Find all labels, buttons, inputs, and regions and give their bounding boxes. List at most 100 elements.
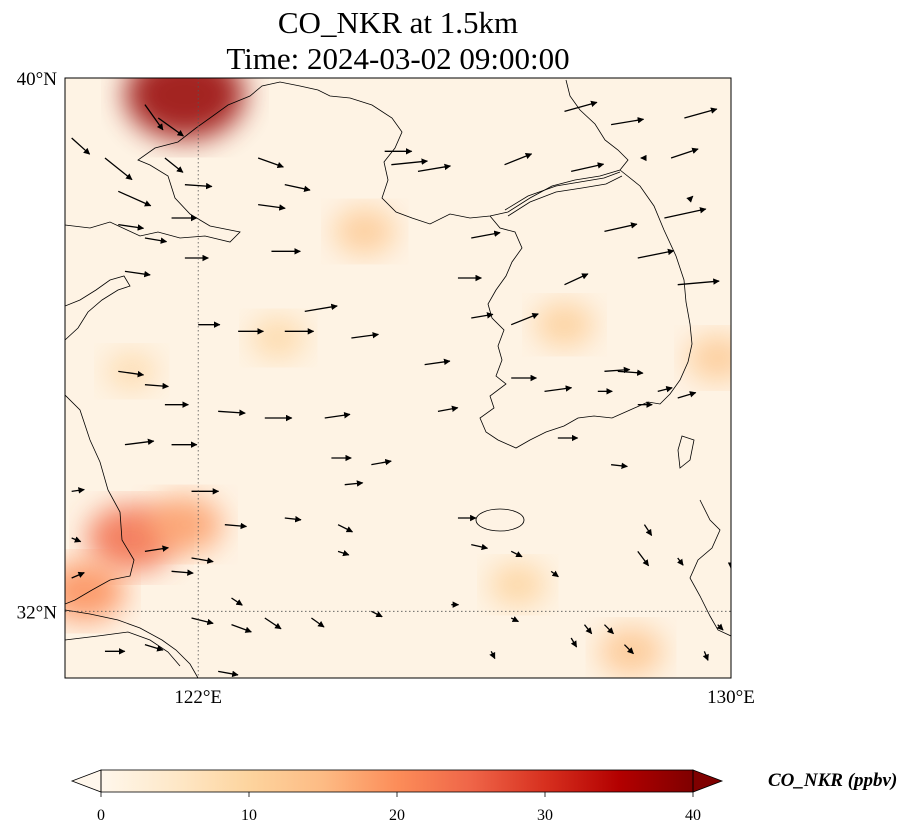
wind-arrow bbox=[284, 515, 302, 523]
co-hotspot bbox=[488, 562, 547, 607]
wind-arrow bbox=[617, 369, 644, 376]
wind-arrow bbox=[337, 550, 350, 557]
co-hotspot bbox=[147, 496, 223, 554]
wind-arrow bbox=[510, 313, 539, 326]
colorbar-extend-low bbox=[70, 769, 102, 793]
wind-arrow bbox=[337, 524, 354, 533]
wind-arrow bbox=[677, 278, 720, 286]
wind-arrow bbox=[716, 623, 724, 631]
wind-arrow bbox=[702, 651, 709, 661]
coastline-lake-bay-2 bbox=[507, 175, 623, 217]
colorbar-extend-high bbox=[692, 769, 724, 793]
lon-tick-label: 122°E bbox=[174, 687, 222, 708]
map-frame bbox=[64, 77, 732, 679]
wind-arrow bbox=[264, 617, 282, 630]
lat-tick-label: 32°N bbox=[17, 602, 58, 623]
colorbar-tick-label: 40 bbox=[685, 807, 701, 824]
wind-arrow bbox=[218, 409, 246, 416]
wind-arrow bbox=[191, 617, 214, 626]
wind-arrow bbox=[677, 391, 697, 399]
wind-arrow bbox=[71, 536, 82, 543]
wind-arrow bbox=[604, 222, 638, 232]
wind-arrow bbox=[550, 570, 559, 578]
wind-arrow bbox=[218, 670, 239, 678]
co-hotspot bbox=[250, 317, 307, 359]
wind-arrow bbox=[391, 158, 428, 166]
wind-arrow bbox=[71, 571, 85, 579]
wind-arrow bbox=[686, 195, 694, 203]
wind-arrow bbox=[118, 224, 145, 231]
wind-arrow bbox=[424, 358, 451, 366]
wind-arrow bbox=[544, 385, 573, 392]
wind-arrow bbox=[437, 405, 459, 412]
wind-arrow bbox=[344, 480, 364, 487]
wind-arrow bbox=[231, 624, 252, 633]
wind-arrow bbox=[471, 230, 501, 239]
map-plot-area bbox=[65, 78, 731, 678]
co-hotspot bbox=[686, 334, 731, 382]
coastline-yangtze-south bbox=[65, 631, 181, 667]
wind-arrow bbox=[124, 270, 151, 278]
wind-arrow bbox=[637, 550, 650, 567]
coastline-china-east bbox=[65, 394, 135, 605]
wind-arrow bbox=[677, 557, 684, 566]
wind-arrow bbox=[684, 107, 718, 119]
chart-title-line2: Time: 2024-03-02 09:00:00 bbox=[226, 41, 570, 76]
field-background bbox=[65, 78, 731, 678]
wind-arrow bbox=[564, 273, 589, 286]
colorbar-ticks: 0 10 20 30 40 bbox=[97, 792, 701, 824]
wind-arrow bbox=[157, 117, 184, 137]
wind-vectors bbox=[71, 100, 731, 678]
coastline-liaodong bbox=[65, 79, 629, 243]
wind-arrow bbox=[144, 644, 164, 652]
wind-arrow bbox=[417, 163, 452, 172]
wind-arrow bbox=[664, 207, 707, 219]
wind-arrow bbox=[564, 100, 598, 112]
lat-tick-label: 40°N bbox=[17, 69, 58, 90]
co-hotspot bbox=[333, 207, 396, 255]
co-hotspot bbox=[104, 351, 159, 392]
coastline-kyushu bbox=[689, 499, 731, 637]
coastline-lake-bay bbox=[504, 171, 621, 211]
wind-arrow bbox=[571, 162, 605, 172]
wind-arrow bbox=[611, 117, 645, 126]
co-hotspot bbox=[125, 78, 245, 140]
coastline-korea-west bbox=[479, 215, 649, 449]
axis-labels: 40°N 32°N 122°E 130°E bbox=[17, 69, 755, 708]
coastlines bbox=[65, 79, 731, 678]
wind-arrow bbox=[643, 524, 653, 537]
wind-arrow bbox=[257, 157, 284, 169]
wind-arrow bbox=[71, 137, 91, 155]
wind-arrow bbox=[570, 637, 578, 648]
wind-arrow bbox=[510, 616, 520, 623]
wind-arrow bbox=[118, 370, 145, 378]
wind-arrow bbox=[171, 569, 194, 576]
wind-arrow bbox=[623, 644, 634, 655]
coastline-yangtze bbox=[65, 609, 199, 678]
coastline-tsushima bbox=[677, 435, 695, 469]
wind-arrow bbox=[144, 382, 169, 390]
lon-tick-label: 130°E bbox=[707, 687, 755, 708]
co-hotspot bbox=[534, 302, 595, 348]
wind-arrow bbox=[471, 312, 494, 319]
wind-arrow bbox=[611, 462, 628, 470]
wind-arrow bbox=[510, 550, 523, 558]
wind-arrow bbox=[311, 617, 325, 628]
wind-arrow bbox=[104, 157, 133, 181]
wind-arrow bbox=[258, 204, 286, 211]
colorbar: 0 10 20 30 40 bbox=[70, 769, 724, 824]
wind-arrow bbox=[144, 104, 164, 131]
colorbar-tick-label: 20 bbox=[389, 807, 405, 824]
wind-arrow bbox=[231, 597, 243, 606]
wind-arrow bbox=[471, 543, 489, 551]
wind-arrow bbox=[670, 147, 699, 159]
co-field-layer bbox=[65, 78, 731, 676]
wind-arrow bbox=[71, 487, 85, 494]
wind-arrow bbox=[118, 190, 152, 207]
colorbar-tick-label: 30 bbox=[537, 807, 553, 824]
colorbar-tick-label: 10 bbox=[241, 807, 257, 824]
wind-arrow bbox=[191, 557, 214, 564]
wind-arrow bbox=[504, 153, 533, 166]
wind-arrow bbox=[224, 522, 248, 530]
wind-arrow bbox=[583, 624, 593, 635]
